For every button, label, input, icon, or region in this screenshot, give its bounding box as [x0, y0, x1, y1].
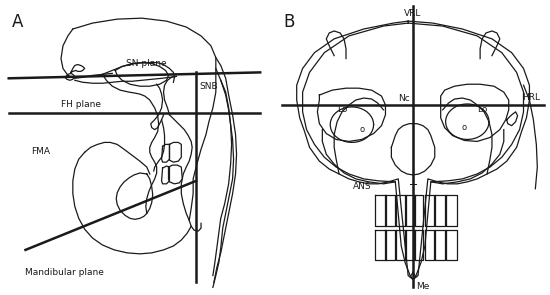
Text: Lo: Lo: [477, 105, 487, 114]
Text: HRL: HRL: [522, 93, 540, 102]
Text: Lo: Lo: [337, 105, 347, 114]
Text: o: o: [359, 125, 364, 134]
Text: VRL: VRL: [404, 9, 422, 18]
Text: ANS: ANS: [353, 182, 372, 191]
Text: Me: Me: [416, 282, 430, 291]
Text: Nc: Nc: [398, 94, 410, 103]
Text: A: A: [12, 13, 23, 31]
Text: Mandibular plane: Mandibular plane: [25, 268, 104, 277]
Text: o: o: [462, 123, 467, 132]
Text: FMA: FMA: [31, 147, 51, 156]
Text: FH plane: FH plane: [61, 100, 101, 109]
Text: SNB: SNB: [199, 82, 218, 91]
Text: SN plane: SN plane: [126, 60, 167, 68]
Text: B: B: [283, 13, 294, 31]
